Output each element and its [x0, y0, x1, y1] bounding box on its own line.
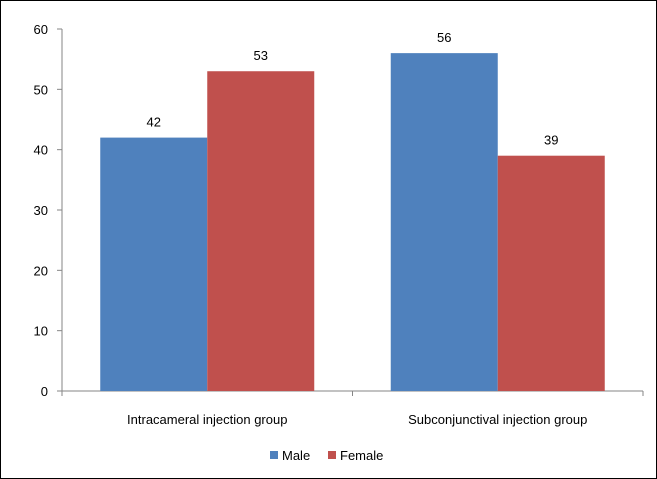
y-tick-label: 0	[41, 384, 48, 399]
data-label: 56	[437, 30, 451, 45]
y-tick-label: 20	[34, 263, 48, 278]
bar-female	[207, 71, 315, 391]
legend-swatch-female	[328, 451, 336, 459]
legend: Male Female	[270, 448, 383, 463]
data-label: 42	[147, 115, 161, 130]
y-tick-label: 10	[34, 324, 48, 339]
y-tick-label: 60	[34, 22, 48, 37]
legend-label-male: Male	[282, 448, 310, 463]
legend-label-female: Female	[340, 448, 383, 463]
x-category-label: Intracameral injection group	[127, 412, 287, 427]
y-tick-label: 50	[34, 82, 48, 97]
data-label: 39	[544, 133, 558, 148]
data-label: 53	[254, 48, 268, 63]
bar-male	[100, 137, 208, 391]
y-tick-label: 30	[34, 203, 48, 218]
legend-swatch-male	[270, 451, 278, 459]
labels: Intracameral injection group 42 53 Subconju…	[127, 30, 587, 427]
bars	[100, 53, 605, 392]
x-category-label: Subconjunctival injection group	[408, 412, 587, 427]
bar-male	[390, 53, 498, 392]
y-tick-label: 40	[34, 143, 48, 158]
bar-female	[497, 155, 605, 391]
